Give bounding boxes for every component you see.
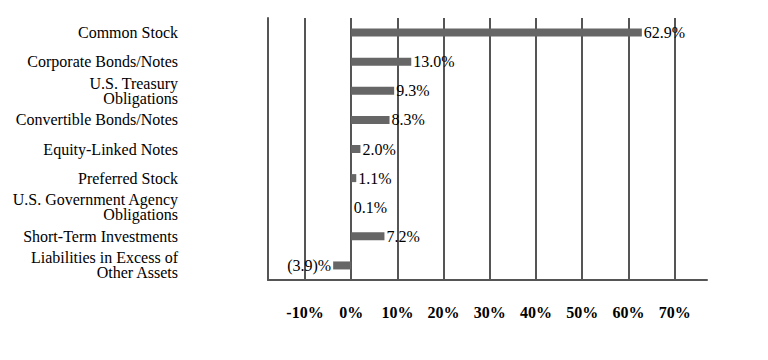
svg-text:30%: 30%	[474, 304, 506, 321]
svg-text:Obligations: Obligations	[103, 90, 178, 108]
svg-text:10%: 10%	[381, 304, 413, 321]
svg-text:70%: 70%	[659, 304, 691, 321]
svg-text:13.0%: 13.0%	[413, 53, 454, 70]
svg-text:1.1%: 1.1%	[358, 170, 391, 187]
svg-text:Other Assets: Other Assets	[97, 264, 178, 281]
svg-text:60%: 60%	[612, 304, 644, 321]
svg-text:40%: 40%	[520, 304, 552, 321]
svg-text:9.3%: 9.3%	[396, 82, 429, 99]
svg-text:Liabilities in Excess of: Liabilities in Excess of	[30, 249, 178, 267]
svg-text:Common Stock: Common Stock	[78, 24, 178, 41]
svg-text:Short-Term Investments: Short-Term Investments	[23, 228, 178, 245]
svg-text:0.1%: 0.1%	[354, 199, 387, 216]
svg-text:50%: 50%	[566, 304, 598, 321]
svg-text:Corporate Bonds/Notes: Corporate Bonds/Notes	[27, 53, 178, 71]
svg-text:Equity-Linked Notes: Equity-Linked Notes	[43, 141, 178, 159]
svg-text:Convertible Bonds/Notes: Convertible Bonds/Notes	[16, 111, 178, 128]
svg-text:(3.9)%: (3.9)%	[287, 257, 331, 275]
svg-text:U.S. Government Agency: U.S. Government Agency	[12, 191, 178, 209]
svg-text:20%: 20%	[428, 304, 460, 321]
svg-text:0%: 0%	[339, 304, 363, 321]
svg-text:62.9%: 62.9%	[644, 24, 685, 41]
svg-text:U.S. Treasury: U.S. Treasury	[89, 74, 178, 92]
svg-text:Preferred Stock: Preferred Stock	[78, 170, 178, 187]
svg-text:Obligations: Obligations	[103, 206, 178, 224]
svg-text:2.0%: 2.0%	[362, 141, 395, 158]
svg-text:7.2%: 7.2%	[386, 228, 419, 245]
svg-text:8.3%: 8.3%	[392, 111, 425, 128]
svg-text:-10%: -10%	[286, 304, 323, 321]
